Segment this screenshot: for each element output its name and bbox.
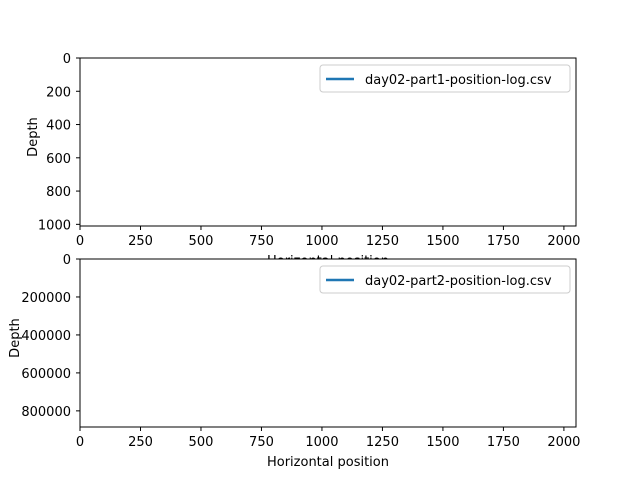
x-tick-label: 1500: [426, 435, 459, 450]
legend: day02-part2-position-log.csv: [319, 265, 571, 294]
x-tick-label: 0: [76, 234, 84, 249]
legend-label: day02-part1-position-log.csv: [365, 73, 552, 88]
x-tick-label: 1250: [366, 234, 399, 249]
legend-box: [319, 64, 571, 93]
x-axis-label: Horizontal position: [267, 455, 389, 470]
y-tick-label: 0: [63, 253, 71, 268]
x-tick-label: 750: [249, 435, 274, 450]
y-tick-label: 400: [46, 119, 71, 134]
x-tick-label: 750: [249, 234, 274, 249]
y-axis-label: Depth: [8, 318, 23, 358]
x-tick-label: 500: [189, 234, 214, 249]
x-tick-label: 0: [76, 435, 84, 450]
x-tick-label: 1750: [487, 435, 520, 450]
y-tick-label: 800000: [21, 405, 71, 420]
legend: day02-part1-position-log.csv: [319, 64, 571, 93]
y-tick-label: 400000: [21, 329, 71, 344]
y-tick-label: 200000: [21, 291, 71, 306]
subplot-2: 0 250 500 750 1000 1250 1500 1750 2000 0 200000 400…: [8, 253, 580, 470]
y-tick-label: 600: [46, 152, 71, 167]
y-tick-label: 600000: [21, 367, 71, 382]
y-tick-label: 200: [46, 85, 71, 100]
x-tick-label: 1250: [366, 435, 399, 450]
x-tick-label: 1500: [426, 234, 459, 249]
x-tick-label: 1000: [305, 435, 338, 450]
x-tick-label: 1000: [305, 234, 338, 249]
y-axis-label: Depth: [26, 117, 41, 157]
x-tick-label: 2000: [547, 435, 580, 450]
y-tick-label: 0: [63, 52, 71, 67]
x-tick-label: 1750: [487, 234, 520, 249]
x-tick-label: 500: [189, 435, 214, 450]
legend-label: day02-part2-position-log.csv: [365, 274, 552, 289]
y-tick-label: 1000: [38, 218, 71, 233]
x-tick-label: 2000: [547, 234, 580, 249]
y-tick-label: 800: [46, 185, 71, 200]
x-tick-label: 250: [128, 435, 153, 450]
legend-box: [319, 265, 571, 294]
x-tick-label: 250: [128, 234, 153, 249]
